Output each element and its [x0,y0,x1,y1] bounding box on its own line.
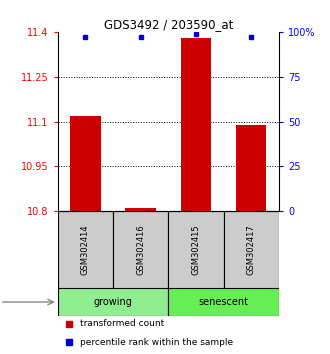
Bar [70,116,101,211]
Bar [58,288,168,316]
Text: transformed count: transformed count [80,319,164,329]
Text: GSM302417: GSM302417 [247,224,256,275]
Bar [236,125,266,211]
Text: GSM302416: GSM302416 [136,224,145,275]
Bar [223,211,279,288]
Bar [58,211,113,288]
Bar [181,38,211,211]
Title: GDS3492 / 203590_at: GDS3492 / 203590_at [104,18,233,31]
Text: GSM302414: GSM302414 [81,224,90,275]
Bar [168,211,224,288]
Text: GSM302415: GSM302415 [191,224,200,275]
Bar [125,208,156,211]
Text: senescent: senescent [199,297,248,307]
Text: percentile rank within the sample: percentile rank within the sample [80,338,233,347]
Bar [113,211,168,288]
Text: growing: growing [94,297,132,307]
Bar [168,288,279,316]
